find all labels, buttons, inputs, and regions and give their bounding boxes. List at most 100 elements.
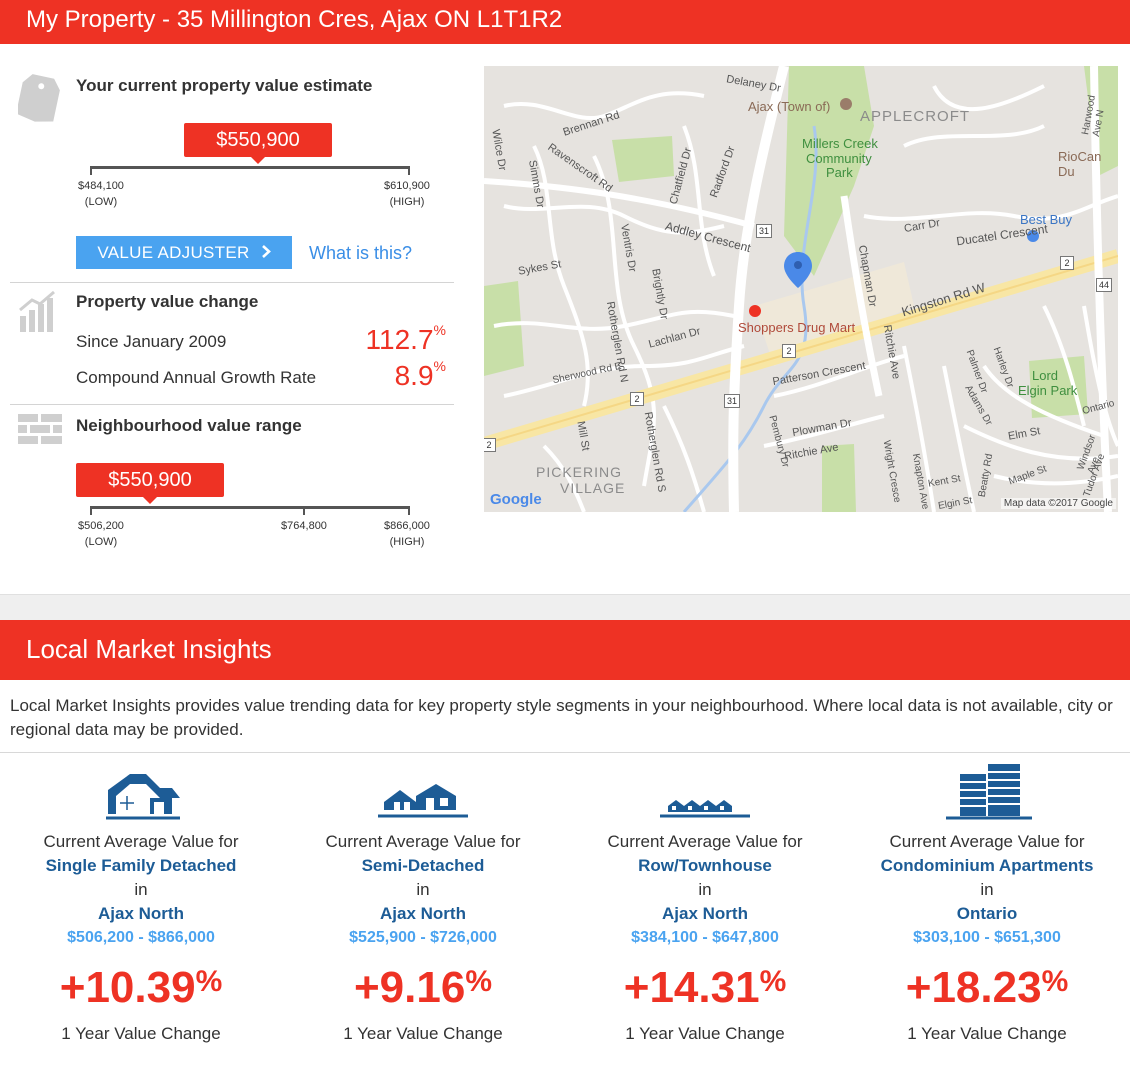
card-pct-number: +18.23 <box>905 963 1042 1012</box>
section-divider <box>10 282 454 283</box>
card-area: Ajax North <box>380 904 466 923</box>
highway-shield-icon: 2 <box>1060 256 1074 270</box>
highway-31 <box>728 66 789 512</box>
card-range: $303,100 - $651,300 <box>913 929 1061 946</box>
park-area <box>1029 356 1088 418</box>
neighbourhood-range-rail <box>90 506 410 509</box>
neighbourhood-mid-tick <box>303 506 305 515</box>
card-line1: Current Average Value for <box>325 832 521 851</box>
pharmacy-icon <box>749 305 761 317</box>
commercial-area <box>754 262 914 366</box>
cagr-label: Compound Annual Growth Rate <box>76 368 317 387</box>
insight-card-single-family: Current Average Value for Single Family … <box>0 760 282 1044</box>
map-label: Ajax (Town of) <box>748 99 831 114</box>
map-label: Lord <box>1032 368 1059 383</box>
estimate-high-value: $610,900 <box>384 180 430 192</box>
insight-card-semi-detached: Current Average Value for Semi-Detached … <box>282 760 564 1044</box>
card-in: in <box>134 880 148 899</box>
property-pin-icon <box>784 252 812 288</box>
section-separator <box>0 594 1130 620</box>
card-in: in <box>698 880 712 899</box>
card-line1: Current Average Value for <box>43 832 239 851</box>
estimate-value-marker: $550,900 <box>184 123 332 164</box>
neighbourhood-low-tick <box>90 506 92 515</box>
cagr-number: 8.9 <box>394 360 434 391</box>
cagr-unit: % <box>433 357 446 374</box>
card-pct: +18.23% <box>846 960 1128 1016</box>
brick-wall-icon <box>18 414 62 449</box>
property-header: My Property - 35 Millington Cres, Ajax O… <box>0 0 1130 44</box>
neighbourhood-low-label: $506,200 (LOW) <box>68 518 134 550</box>
highway-shield-icon: 2 <box>484 438 496 452</box>
neighbourhood-mid-value: $764,800 <box>281 520 327 532</box>
harwood-avenue <box>1090 66 1112 512</box>
card-segment: Semi-Detached <box>361 856 485 875</box>
card-pct: +9.16% <box>282 960 564 1016</box>
since-2009-number: 112.7 <box>365 324 434 355</box>
park-area <box>612 136 674 182</box>
map-label: Elgin Park <box>1018 383 1078 398</box>
card-range: $525,900 - $726,000 <box>349 929 497 946</box>
card-area: Ontario <box>956 904 1018 923</box>
neighbourhood-mid-label: $764,800 <box>271 518 337 534</box>
since-2009-unit: % <box>433 321 446 338</box>
section-divider <box>10 404 454 405</box>
card-segment: Row/Townhouse <box>638 856 772 875</box>
card-pct-unit: % <box>465 965 493 998</box>
estimate-low-tick <box>90 166 92 175</box>
town-hall-icon <box>840 98 852 110</box>
park-area <box>822 444 856 512</box>
card-line1: Current Average Value for <box>607 832 803 851</box>
card-pct-number: +10.39 <box>59 963 196 1012</box>
highway-shield-icon: 2 <box>630 392 644 406</box>
since-2009-value: 112.7% <box>365 321 446 356</box>
park-area <box>484 281 524 376</box>
estimate-high-label: $610,900 (HIGH) <box>374 178 440 210</box>
rossland-road <box>484 178 755 229</box>
card-foot: 1 Year Value Change <box>61 1024 221 1043</box>
map-canvas <box>484 66 1118 512</box>
card-range: $384,100 - $647,800 <box>631 929 779 946</box>
insights-title: Local Market Insights <box>26 634 272 664</box>
property-map[interactable]: Delaney Dr Ajax (Town of) APPLECROFT Mil… <box>484 66 1118 512</box>
neighbourhood-high-value: $866,000 <box>384 520 430 532</box>
map-label: RioCan Du <box>1058 149 1102 179</box>
highway-shield-icon: 31 <box>756 224 772 238</box>
insight-card-townhouse: Current Average Value for Row/Townhouse … <box>564 760 846 1044</box>
cagr-value: 8.9% <box>394 357 446 392</box>
estimate-low-label: $484,100 (LOW) <box>68 178 134 210</box>
highway-shield-icon: 31 <box>724 394 740 408</box>
insights-divider <box>0 752 1130 753</box>
map-label: Best Buy <box>1020 212 1073 227</box>
neighbourhood-low-value: $506,200 <box>78 520 124 532</box>
map-label: Millers Creek <box>802 136 878 151</box>
card-pct-unit: % <box>1041 965 1069 998</box>
map-attribution: Map data ©2017 Google <box>1000 498 1116 509</box>
neighbourhood-heading: Neighbourhood value range <box>76 416 302 435</box>
estimate-range-rail <box>90 166 410 169</box>
estimate-low-tag: (LOW) <box>84 196 118 208</box>
card-line1: Current Average Value for <box>889 832 1085 851</box>
card-segment: Condominium Apartments <box>880 856 1094 875</box>
house-icon <box>0 760 282 822</box>
what-is-this-link[interactable]: What is this? <box>309 243 413 263</box>
card-in: in <box>980 880 994 899</box>
condo-icon <box>846 760 1128 822</box>
value-adjuster-button[interactable]: VALUE ADJUSTER <box>76 236 292 269</box>
insights-intro: Local Market Insights provides value tre… <box>10 696 1113 739</box>
card-segment: Single Family Detached <box>45 856 237 875</box>
card-pct-number: +14.31 <box>623 963 760 1012</box>
chapman-drive <box>840 195 883 397</box>
chevron-right-icon <box>261 236 271 269</box>
google-logo: Google <box>490 491 542 508</box>
growth-chart-icon <box>18 290 58 337</box>
neighbourhood-low-tag: (LOW) <box>84 536 118 548</box>
map-label: APPLECROFT <box>860 108 971 125</box>
semi-detached-icon <box>282 760 564 822</box>
value-change-heading: Property value change <box>76 292 259 311</box>
value-adjuster-label: VALUE ADJUSTER <box>97 243 250 262</box>
highway-shield-icon: 44 <box>1096 278 1112 292</box>
card-pct-unit: % <box>759 965 787 998</box>
map-label: VILLAGE <box>560 480 626 496</box>
neighbourhood-value-marker: $550,900 <box>76 463 224 504</box>
